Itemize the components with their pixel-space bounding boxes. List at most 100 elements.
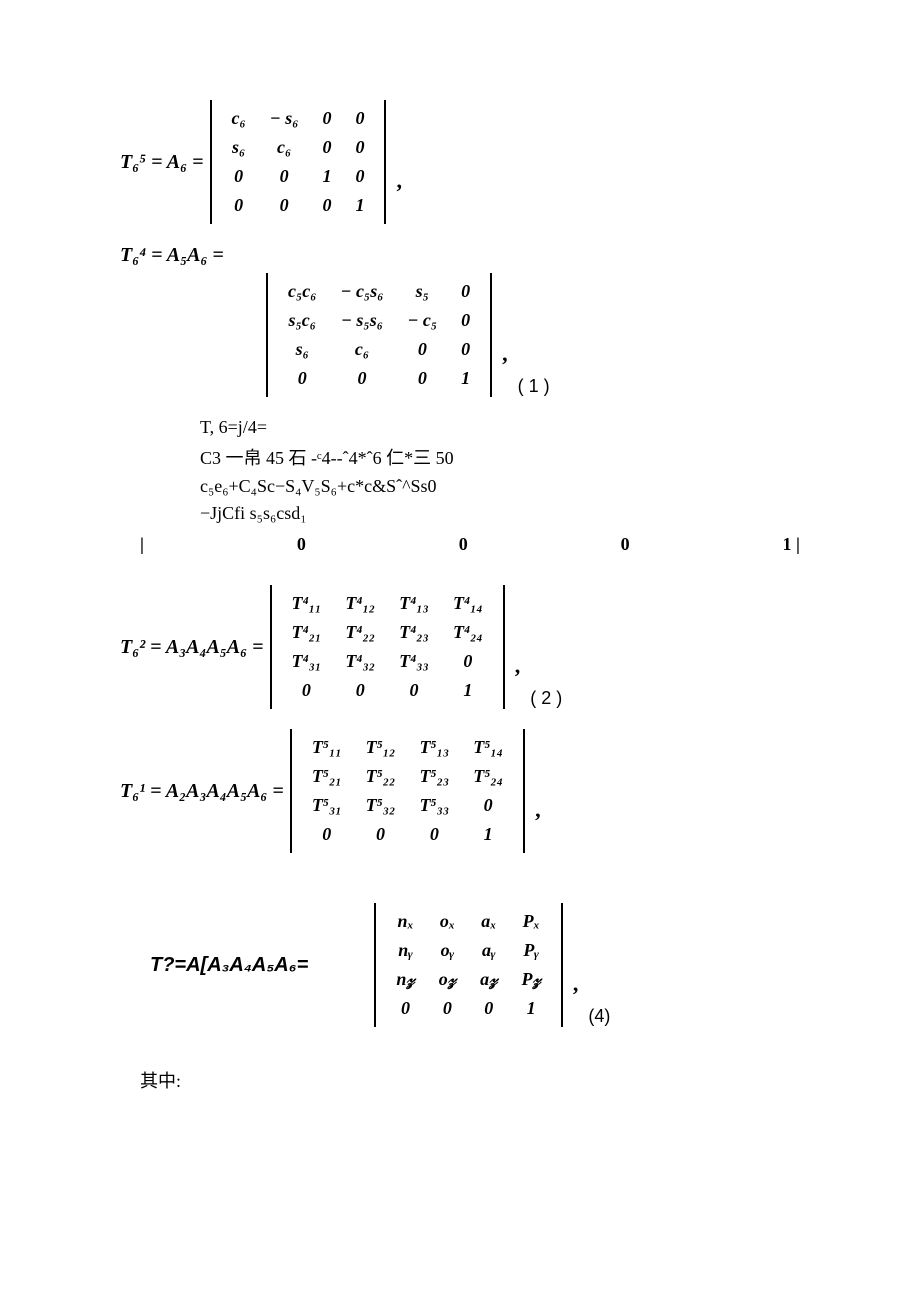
cell: T⁴₂₃ xyxy=(387,618,441,647)
comma: , xyxy=(573,971,579,1027)
cell: T⁴₂₂ xyxy=(333,618,387,647)
page: T₆⁵ = A₆ = c₆− s₆00 s₆c₆00 0010 0001 , T… xyxy=(0,0,920,1173)
cell: c₆ xyxy=(258,133,311,162)
cell: T⁴₂₁ xyxy=(280,618,334,647)
cell: oᵧ xyxy=(427,936,468,965)
cell: − c₅ xyxy=(395,306,449,335)
equation-T-full: T?=A[A₃A₄A₅A₆= nₓoₓaₓPₓ nᵧoᵧaᵧPᵧ n𝓏o𝓏a𝓏P… xyxy=(120,903,840,1027)
lhs-T64: T₆⁴ = A₅A₆ = xyxy=(120,244,224,267)
comma: , xyxy=(535,797,541,853)
matrix-A6: c₆− s₆00 s₆c₆00 0010 0001 xyxy=(210,100,387,224)
cell: 0 xyxy=(449,335,482,364)
equation-T64: T₆⁴ = A₅A₆ = c₅c₆− c₅s₆s₅0 s₅c₆− s₅s₆− c… xyxy=(120,244,840,397)
lhs-T-full: T?=A[A₃A₄A₅A₆= xyxy=(150,954,308,977)
cell: 0 xyxy=(280,676,334,705)
cell: 0 xyxy=(395,364,449,393)
cell: T⁴₁₄ xyxy=(441,589,495,618)
cell: a𝓏 xyxy=(468,965,509,994)
lhs-T65: T₆⁵ = A₆ = xyxy=(120,151,204,174)
cell: 0 xyxy=(387,676,441,705)
ocr-line-1: T, 6=j/4= xyxy=(200,417,840,438)
cell: s₆ xyxy=(220,133,258,162)
equation-T62: T₆² = A₃A₄A₅A₆ = T⁴₁₁T⁴₁₂T⁴₁₃T⁴₁₄ T⁴₂₁T⁴… xyxy=(120,585,840,709)
cell: c₅c₆ xyxy=(276,277,329,306)
cell: 0 xyxy=(300,820,354,849)
where-label: 其中: xyxy=(140,1067,840,1093)
cell: T⁴₃₁ xyxy=(280,647,334,676)
cell: T⁵₁₃ xyxy=(407,733,461,762)
matrix-noa: nₓoₓaₓPₓ nᵧoᵧaᵧPᵧ n𝓏o𝓏a𝓏P𝓏 0001 xyxy=(374,903,563,1027)
cell: 0 xyxy=(329,364,396,393)
cell: 0 xyxy=(258,162,311,191)
ocr-line-4: −JjCfi s₅s₆csd₁ xyxy=(200,503,840,524)
cell: aₓ xyxy=(468,907,509,936)
cell: 1 xyxy=(441,676,495,705)
cell: 0 xyxy=(310,104,343,133)
cell: T⁴₁₁ xyxy=(280,589,334,618)
cell: 1 xyxy=(310,162,343,191)
cell: 0 xyxy=(343,162,376,191)
lhs-T62: T₆² = A₃A₄A₅A₆ = xyxy=(120,636,264,659)
equation-number-1: ( 1 ) xyxy=(518,376,550,397)
cell: oₓ xyxy=(427,907,468,936)
cell: 1 xyxy=(509,994,552,1023)
cell: s₅ xyxy=(395,277,449,306)
ocr-line-2: C3 一帛 45 石 -ᶜ4--ˆ4*ˆ6 仁*三 50 xyxy=(200,444,840,470)
equation-T61: T₆¹ = A₂A₃A₄A₅A₆ = T⁵₁₁T⁵₁₂T⁵₁₃T⁵₁₄ T⁵₂₁… xyxy=(120,729,840,853)
cell: 0 xyxy=(220,162,258,191)
comma: , xyxy=(515,653,521,709)
comma: , xyxy=(502,341,508,397)
cell: 0 xyxy=(343,133,376,162)
cell: T⁵₁₂ xyxy=(354,733,408,762)
cell: 0 xyxy=(297,534,306,555)
cell: − c₅s₆ xyxy=(329,277,396,306)
cell: | xyxy=(140,534,144,555)
cell: 1 xyxy=(343,191,376,220)
cell: c₆ xyxy=(329,335,396,364)
matrix-T5: T⁵₁₁T⁵₁₂T⁵₁₃T⁵₁₄ T⁵₂₁T⁵₂₂T⁵₂₃T⁵₂₄ T⁵₃₁T⁵… xyxy=(290,729,525,853)
cell: 0 xyxy=(333,676,387,705)
wide-row: | 0 0 0 1 | xyxy=(120,534,840,555)
cell: c₆ xyxy=(220,104,258,133)
cell: 0 xyxy=(395,335,449,364)
cell: 0 xyxy=(449,306,482,335)
cell: 1 xyxy=(461,820,515,849)
cell: T⁴₃₂ xyxy=(333,647,387,676)
cell: − s₆ xyxy=(258,104,311,133)
cell: T⁵₂₁ xyxy=(300,762,354,791)
matrix-A5A6: c₅c₆− c₅s₆s₅0 s₅c₆− s₅s₆− c₅0 s₆c₆00 000… xyxy=(266,273,492,397)
equation-number-2: ( 2 ) xyxy=(530,688,562,709)
cell: 0 xyxy=(310,133,343,162)
cell: 0 xyxy=(461,791,515,820)
cell: nₓ xyxy=(384,907,426,936)
cell: 1 | xyxy=(783,534,800,555)
cell: T⁵₃₁ xyxy=(300,791,354,820)
cell: T⁴₂₄ xyxy=(441,618,495,647)
cell: Pₓ xyxy=(509,907,552,936)
cell: − s₅s₆ xyxy=(329,306,396,335)
cell: T⁴₁₂ xyxy=(333,589,387,618)
cell: Pᵧ xyxy=(509,936,552,965)
cell: 0 xyxy=(407,820,461,849)
cell: T⁵₂₃ xyxy=(407,762,461,791)
comma: , xyxy=(396,168,402,224)
cell: s₆ xyxy=(276,335,329,364)
cell: 0 xyxy=(220,191,258,220)
cell: aᵧ xyxy=(468,936,509,965)
cell: T⁵₂₄ xyxy=(461,762,515,791)
lhs-T61: T₆¹ = A₂A₃A₄A₅A₆ = xyxy=(120,780,284,803)
cell: 0 xyxy=(354,820,408,849)
cell: 0 xyxy=(258,191,311,220)
cell: T⁴₃₃ xyxy=(387,647,441,676)
cell: T⁵₃₂ xyxy=(354,791,408,820)
cell: 0 xyxy=(343,104,376,133)
cell: 0 xyxy=(449,277,482,306)
cell: 0 xyxy=(384,994,426,1023)
cell: 0 xyxy=(468,994,509,1023)
cell: 0 xyxy=(621,534,630,555)
cell: P𝓏 xyxy=(509,965,552,994)
cell: s₅c₆ xyxy=(276,306,329,335)
cell: T⁵₂₂ xyxy=(354,762,408,791)
cell: n𝓏 xyxy=(384,965,426,994)
matrix-T4: T⁴₁₁T⁴₁₂T⁴₁₃T⁴₁₄ T⁴₂₁T⁴₂₂T⁴₂₃T⁴₂₄ T⁴₃₁T⁴… xyxy=(270,585,505,709)
